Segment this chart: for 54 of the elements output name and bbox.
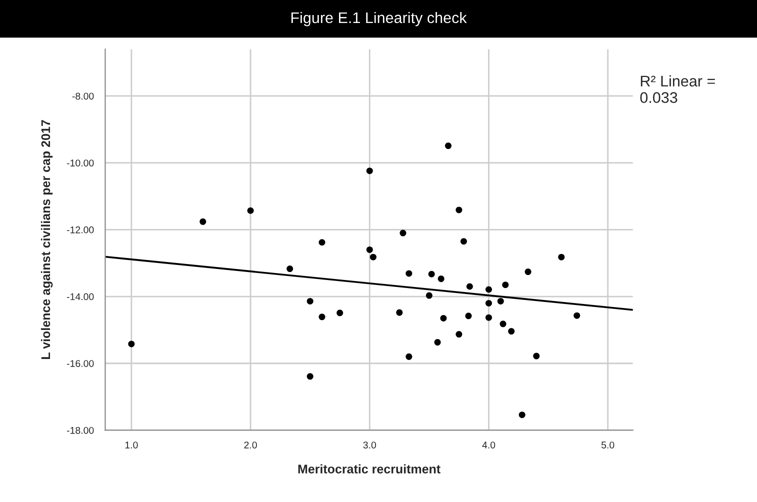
point <box>406 270 412 277</box>
point <box>456 206 462 214</box>
point <box>200 218 206 225</box>
point <box>426 292 432 299</box>
y-tick-label: -8.00 <box>72 92 94 100</box>
point <box>574 312 580 319</box>
point <box>366 168 373 174</box>
point <box>485 300 492 306</box>
point <box>396 309 403 316</box>
point <box>456 331 462 338</box>
point <box>485 286 492 293</box>
point <box>466 283 473 290</box>
x-tick-label: 2.0 <box>244 442 257 448</box>
point <box>406 353 412 360</box>
point <box>306 298 314 304</box>
point <box>366 246 373 253</box>
point <box>286 266 294 272</box>
point <box>434 339 441 346</box>
x-axis-title: Meritocratic recruitment <box>298 464 440 474</box>
point <box>524 268 532 276</box>
text: R² Linear = 0.033 <box>640 75 715 103</box>
point <box>428 270 435 278</box>
point <box>128 340 135 348</box>
point <box>370 254 376 260</box>
y-tick-label: -16.00 <box>66 360 94 367</box>
point <box>558 254 565 260</box>
x-tick-label: 5.0 <box>601 442 614 448</box>
x-tick-label: 4.0 <box>482 442 496 448</box>
point <box>500 320 506 328</box>
x-tick-label: 3.0 <box>363 442 376 448</box>
point <box>502 282 509 288</box>
point <box>485 314 492 321</box>
point <box>336 310 344 316</box>
y-tick-label: -14.00 <box>66 293 94 300</box>
x-tick-label: 1.0 <box>125 442 138 448</box>
y-tick-label: -10.00 <box>66 160 94 166</box>
point <box>440 314 447 322</box>
point <box>400 230 406 236</box>
point <box>306 373 314 380</box>
point <box>444 142 452 150</box>
point <box>497 298 504 304</box>
point <box>438 276 444 282</box>
chart-title: Figure E.1 Linearity check <box>291 12 467 26</box>
point <box>518 412 526 418</box>
y-axis-title: L violence against civilians per cap 2017 <box>40 120 53 359</box>
point <box>247 207 254 214</box>
y-tick-label: -18.00 <box>66 426 94 434</box>
point <box>460 238 467 245</box>
point <box>533 352 540 360</box>
point <box>465 312 472 320</box>
point <box>508 328 515 335</box>
point <box>318 314 326 320</box>
point <box>318 239 326 246</box>
y-tick-label: -12.00 <box>66 226 94 234</box>
